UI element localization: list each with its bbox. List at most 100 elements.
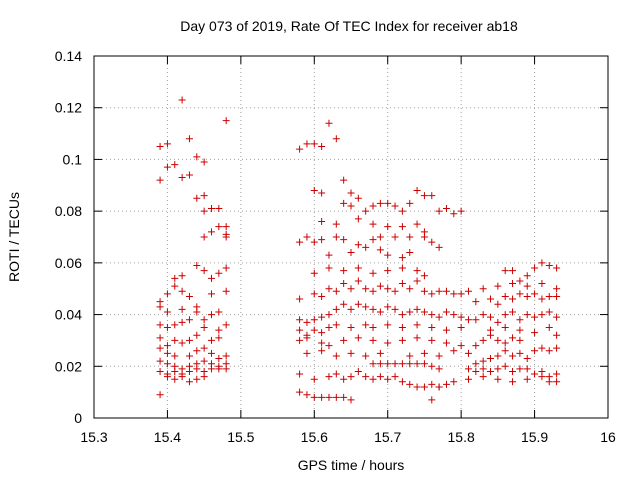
data-point	[340, 336, 348, 344]
y-tick-label: 0.14	[55, 48, 82, 64]
data-point	[318, 347, 326, 355]
data-point	[538, 311, 546, 319]
data-point	[310, 290, 318, 298]
data-point	[185, 171, 193, 179]
data-point	[318, 236, 326, 244]
data-point	[362, 285, 370, 293]
y-tick-label: 0.1	[63, 151, 83, 167]
data-point	[163, 290, 171, 298]
data-point	[442, 339, 450, 347]
data-point	[193, 331, 201, 339]
data-point	[509, 280, 517, 288]
data-point	[303, 140, 311, 148]
data-point	[442, 308, 450, 316]
data-point	[384, 303, 392, 311]
data-point	[413, 267, 421, 275]
data-point	[185, 378, 193, 386]
data-point	[222, 264, 230, 272]
data-point	[479, 311, 487, 319]
data-point	[450, 378, 458, 386]
data-point	[413, 186, 421, 194]
data-point	[420, 360, 428, 368]
data-point	[538, 280, 546, 288]
data-point	[193, 365, 201, 373]
data-point	[156, 143, 164, 150]
data-point	[200, 324, 208, 331]
data-point	[523, 365, 531, 373]
data-point	[193, 375, 201, 383]
data-point	[494, 300, 502, 308]
data-point	[406, 360, 414, 368]
data-point	[531, 313, 539, 321]
data-point	[398, 378, 406, 386]
data-point	[523, 375, 531, 383]
data-point	[200, 158, 208, 166]
data-point	[325, 373, 333, 381]
data-point	[200, 207, 208, 215]
data-point	[296, 295, 304, 303]
data-point	[398, 254, 406, 262]
data-point	[553, 344, 561, 352]
data-point	[545, 308, 553, 316]
data-point	[325, 119, 333, 127]
data-point	[369, 336, 377, 344]
data-point	[531, 347, 539, 355]
data-point	[413, 334, 421, 342]
data-point	[545, 324, 553, 331]
x-tick-label: 15.7	[374, 429, 401, 445]
data-point	[332, 370, 340, 378]
data-point	[200, 233, 208, 241]
y-axis-label: ROTI / TECUs	[6, 192, 22, 282]
data-point	[428, 336, 436, 344]
data-point	[413, 383, 421, 391]
data-point	[398, 207, 406, 215]
data-point	[318, 393, 326, 401]
data-point	[516, 277, 524, 285]
data-point	[442, 380, 450, 388]
data-point	[156, 357, 164, 365]
data-point	[215, 355, 223, 363]
data-point	[501, 292, 509, 300]
data-point	[318, 143, 326, 150]
data-point	[494, 365, 502, 373]
data-point	[163, 324, 171, 331]
data-point	[354, 300, 362, 308]
data-point	[523, 311, 531, 319]
data-point	[354, 367, 362, 375]
data-point	[185, 135, 193, 143]
data-point	[296, 370, 304, 378]
data-point	[318, 292, 326, 300]
data-point	[369, 375, 377, 383]
data-point	[501, 311, 509, 319]
data-point	[391, 287, 399, 295]
data-point	[303, 318, 311, 326]
data-point	[347, 305, 355, 313]
data-point	[193, 308, 201, 316]
data-point	[332, 352, 340, 360]
data-point	[509, 334, 517, 342]
plot-frame	[93, 55, 609, 419]
data-point	[472, 367, 480, 375]
data-point	[428, 380, 436, 388]
data-point	[516, 316, 524, 324]
data-point	[545, 378, 553, 386]
data-point	[553, 264, 561, 272]
data-point	[420, 308, 428, 316]
data-point	[487, 367, 495, 375]
data-point	[384, 339, 392, 347]
data-point	[207, 274, 215, 282]
data-point	[494, 375, 502, 383]
data-point	[428, 238, 436, 246]
data-point	[457, 313, 465, 321]
chart-title: Day 073 of 2019, Rate Of TEC Index for r…	[180, 18, 518, 34]
data-point	[398, 223, 406, 231]
data-point	[178, 96, 186, 104]
x-tick-label: 15.3	[80, 429, 107, 445]
data-point	[354, 264, 362, 272]
data-point	[420, 383, 428, 391]
data-point	[428, 192, 436, 200]
data-point	[340, 176, 348, 184]
data-point	[332, 135, 340, 143]
data-point	[472, 298, 480, 306]
